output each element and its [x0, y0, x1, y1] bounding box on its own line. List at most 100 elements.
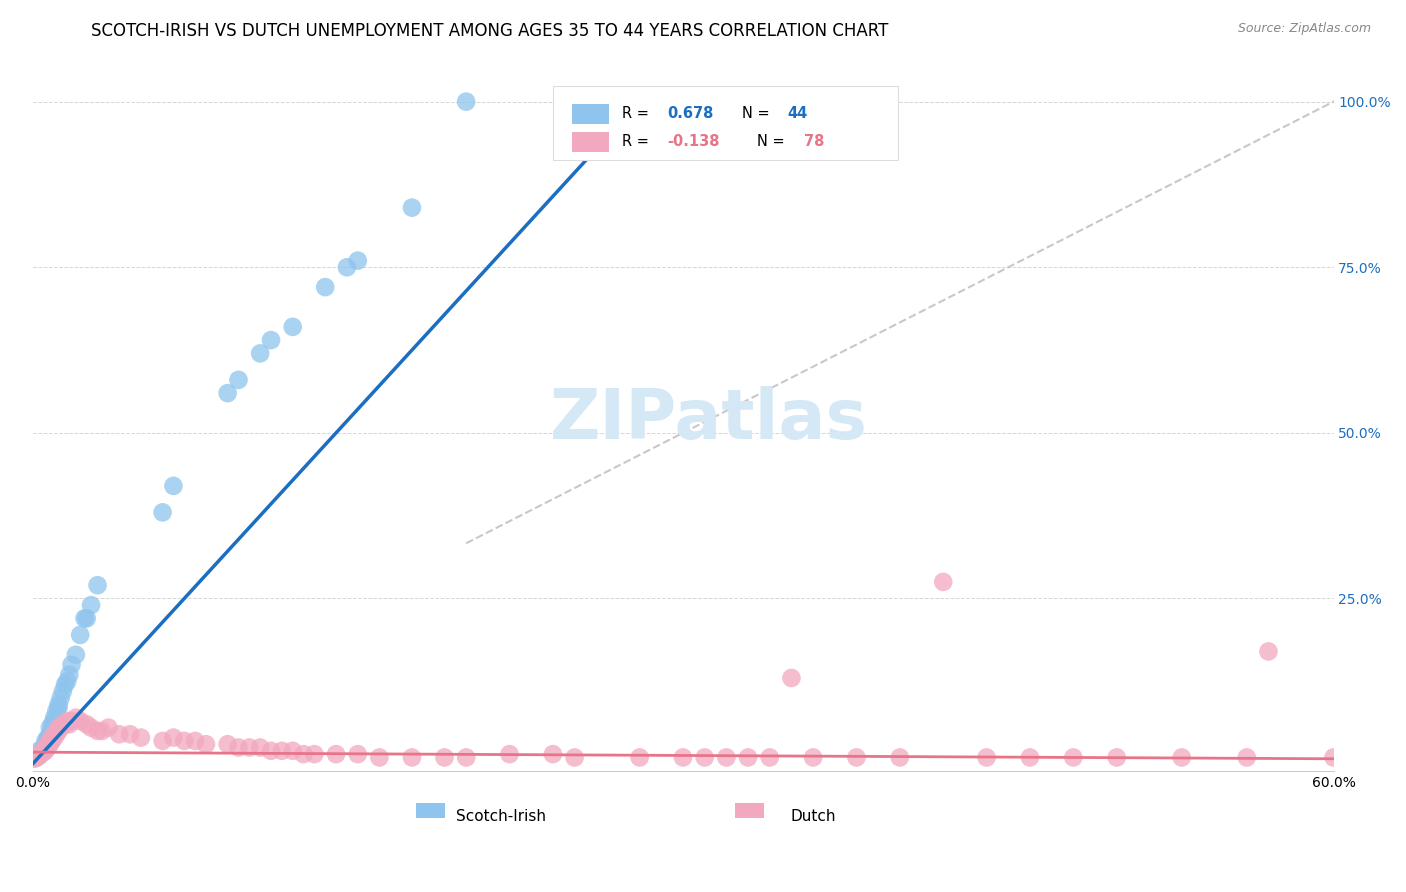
FancyBboxPatch shape [553, 86, 897, 160]
Point [24, 752, 46, 766]
Point [65, 648, 87, 662]
Text: 78: 78 [804, 134, 824, 149]
Point [217, 737, 239, 751]
Point [69, 714, 91, 728]
Point [1322, 750, 1344, 764]
Point [34, 737, 56, 751]
Point [346, 253, 368, 268]
Text: 44: 44 [787, 106, 807, 121]
Point [37, 734, 59, 748]
Point [32, 745, 55, 759]
Point [1257, 644, 1279, 658]
Text: SCOTCH-IRISH VS DUTCH UNEMPLOYMENT AMONG AGES 35 TO 44 YEARS CORRELATION CHART: SCOTCH-IRISH VS DUTCH UNEMPLOYMENT AMONG… [91, 22, 889, 40]
Text: R =: R = [621, 106, 654, 121]
Point [30, 745, 52, 759]
Point [38, 737, 60, 751]
Point [24, 750, 46, 764]
Point [976, 750, 998, 764]
Point [238, 740, 260, 755]
Point [41, 723, 63, 738]
Point [401, 750, 423, 764]
Point [368, 750, 391, 764]
Point [672, 750, 695, 764]
Point [129, 731, 152, 745]
Point [336, 260, 359, 275]
Point [37, 731, 59, 745]
Point [120, 727, 142, 741]
Point [38, 734, 60, 748]
Point [758, 750, 780, 764]
Point [30, 747, 52, 761]
Point [889, 750, 911, 764]
Point [41, 731, 63, 745]
Point [52, 684, 75, 698]
Point [314, 280, 336, 294]
Point [28, 747, 51, 761]
Point [86, 723, 108, 738]
Point [801, 750, 824, 764]
Point [217, 386, 239, 401]
Point [28, 749, 51, 764]
Point [281, 744, 304, 758]
Point [32, 740, 55, 755]
Point [56, 714, 79, 728]
Point [162, 479, 184, 493]
Point [41, 717, 63, 731]
Point [1170, 750, 1192, 764]
Point [34, 740, 56, 755]
Point [44, 714, 66, 728]
Point [58, 717, 80, 731]
Point [48, 698, 70, 712]
Point [32, 744, 55, 758]
Bar [572, 132, 609, 152]
Point [173, 734, 195, 748]
Point [401, 201, 423, 215]
Point [32, 744, 55, 758]
Point [228, 373, 250, 387]
Point [932, 574, 955, 589]
Point [48, 721, 70, 735]
Point [44, 731, 66, 745]
Point [90, 723, 112, 738]
Point [44, 711, 66, 725]
Text: 0.678: 0.678 [668, 106, 714, 121]
Point [260, 744, 283, 758]
Text: R =: R = [621, 134, 654, 149]
Point [80, 721, 103, 735]
Point [86, 578, 108, 592]
Point [34, 734, 56, 748]
Text: Dutch: Dutch [790, 809, 835, 824]
Point [60, 714, 83, 728]
Point [48, 723, 70, 738]
Point [845, 750, 868, 764]
Point [25, 750, 48, 764]
Text: Source: ZipAtlas.com: Source: ZipAtlas.com [1237, 22, 1371, 36]
Point [1236, 750, 1258, 764]
Point [249, 346, 271, 360]
Point [48, 700, 70, 714]
Point [65, 711, 87, 725]
Text: N =: N = [758, 134, 789, 149]
Point [80, 598, 103, 612]
Point [73, 611, 96, 625]
Point [76, 717, 98, 731]
Point [456, 95, 478, 109]
Point [53, 717, 76, 731]
Point [292, 747, 315, 761]
Point [41, 734, 63, 748]
Point [152, 734, 174, 748]
Point [270, 744, 292, 758]
Point [60, 657, 83, 672]
Point [194, 737, 217, 751]
Point [456, 750, 478, 764]
Point [58, 667, 80, 681]
Text: -0.138: -0.138 [668, 134, 720, 149]
Point [162, 731, 184, 745]
Point [228, 740, 250, 755]
Point [97, 721, 120, 735]
Point [45, 704, 67, 718]
Point [780, 671, 803, 685]
Point [52, 717, 75, 731]
Point [260, 333, 283, 347]
Point [49, 690, 72, 705]
